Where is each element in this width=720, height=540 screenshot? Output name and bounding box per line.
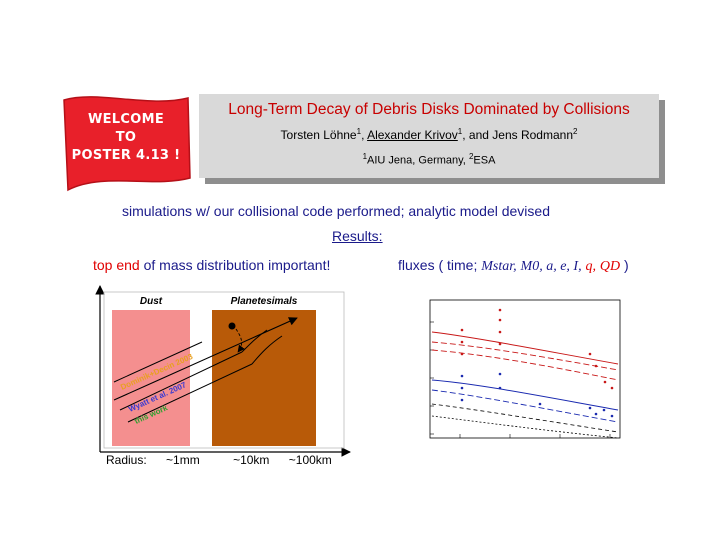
affil-1: AIU Jena, Germany, [367, 154, 466, 167]
affil-2-sup: 2 [468, 152, 474, 161]
radius-row: Radius: ~1mm ~10km ~100km [106, 453, 332, 467]
dust-label: Dust [140, 296, 163, 307]
top-end-highlight: top end [93, 257, 140, 273]
welcome-line-2: TO [115, 130, 137, 145]
chart-ticks [430, 321, 611, 438]
author-1: Torsten Löhne [280, 128, 357, 142]
fluxes-statement: fluxes ( time; Mstar, M0, a, e, I, q, QD… [398, 257, 629, 275]
title-box: Long-Term Decay of Debris Disks Dominate… [199, 94, 659, 178]
top-end-statement: top end of mass distribution important! [93, 257, 330, 273]
fluxes-param-1: Mstar, [481, 259, 517, 274]
welcome-line-1: WELCOME [87, 112, 164, 127]
author-2: Alexander Krivov [367, 128, 458, 142]
blue-curve-1 [431, 379, 619, 411]
simulations-line: simulations w/ our collisional code perf… [122, 203, 550, 219]
chart-frame [429, 299, 621, 439]
affil-1-sup: 1 [362, 152, 368, 161]
results-heading: Results: [332, 228, 383, 244]
welcome-flag [63, 96, 191, 192]
blue-data-points [460, 372, 614, 418]
author-3: and Jens Rodmann [468, 128, 573, 142]
red-data-points [460, 308, 614, 390]
blue-curve-2 [431, 389, 619, 423]
affiliations-line: 1AIU Jena, Germany, 2ESA [199, 152, 659, 167]
fluxes-prefix: fluxes ( time; [398, 257, 478, 273]
red-curve-2 [431, 341, 619, 371]
welcome-line-3: POSTER 4.13 ! [71, 148, 181, 163]
main-arrow [113, 317, 298, 401]
flux-decay-chart [429, 299, 621, 439]
fluxes-param-3: q, [585, 259, 596, 274]
dust-region [112, 310, 190, 446]
planetesimals-region [212, 310, 316, 446]
author-2-sup: 1 [457, 127, 463, 136]
author-1-sup: 1 [356, 127, 362, 136]
fluxes-suffix: ) [624, 257, 629, 273]
authors-line: Torsten Löhne1, Alexander Krivov1, and J… [280, 127, 578, 142]
radius-tick-3: ~100km [288, 453, 332, 467]
red-curve-3 [431, 349, 619, 381]
red-curve-1 [431, 331, 619, 365]
top-end-rest: of mass distribution important! [143, 257, 331, 273]
radius-label: Radius: [106, 453, 147, 467]
poster-title: Long-Term Decay of Debris Disks Dominate… [228, 101, 630, 118]
author-3-sup: 2 [573, 127, 578, 136]
fluxes-param-4: QD [599, 259, 621, 274]
planetesimals-label: Planetesimals [231, 296, 298, 307]
planetesimal-dot [228, 322, 236, 330]
radius-tick-1: ~1mm [166, 453, 200, 467]
radius-tick-2: ~10km [233, 453, 270, 467]
affil-2: ESA [473, 154, 496, 167]
size-distribution-diagram: Dust Planetesimals Dominik+Decin 2003 Wy… [95, 285, 351, 457]
dashed-arrow [235, 328, 245, 353]
black-curve-2 [431, 415, 619, 439]
black-curve-1 [431, 403, 619, 433]
fluxes-param-2: M0, a, e, I, [520, 259, 582, 274]
